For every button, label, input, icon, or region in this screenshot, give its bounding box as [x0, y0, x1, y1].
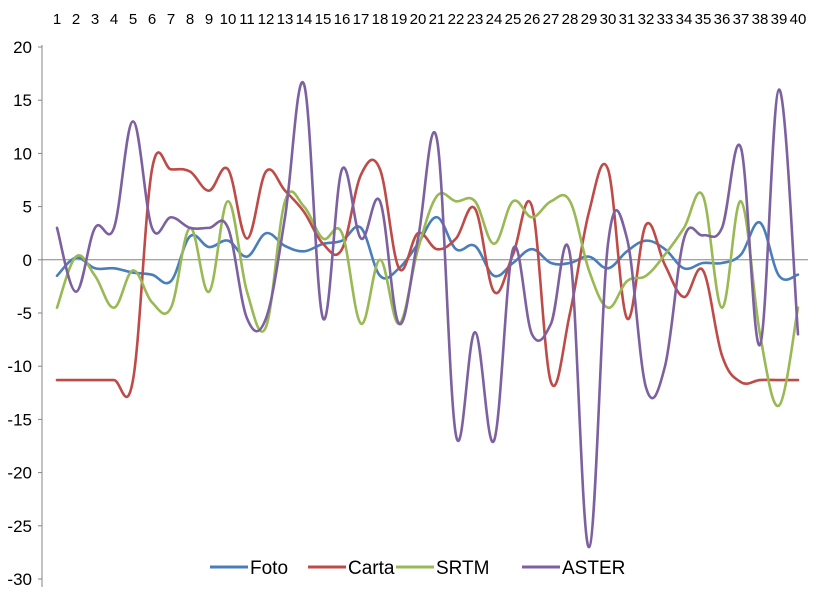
y-tick-label: -30	[7, 570, 32, 589]
legend-label-foto: Foto	[250, 558, 288, 579]
x-tick-label: 2	[72, 11, 80, 28]
x-tick-label: 29	[581, 11, 598, 28]
x-tick-label: 11	[239, 11, 255, 28]
y-tick-label: -20	[7, 464, 32, 483]
x-tick-label: 33	[657, 11, 674, 28]
y-tick-label: -10	[7, 357, 32, 376]
y-tick-label: -25	[7, 517, 32, 536]
x-tick-labels: 1 2 3 4 5 6 7 8 9 10 11 12 13 14 15 16 17 18 19 20 21 22 23 24 2…	[53, 11, 807, 28]
x-tick-label: 20	[410, 11, 427, 28]
x-tick-label: 10	[220, 11, 237, 28]
x-tick-label: 21	[429, 11, 446, 28]
x-tick-label: 15	[315, 11, 332, 28]
x-tick-label: 17	[353, 11, 370, 28]
y-tick-label: -15	[7, 410, 32, 429]
x-tick-label: 32	[638, 11, 655, 28]
x-tick-label: 23	[467, 11, 484, 28]
y-tick-labels: 20 15 10 5 0 -5 -10 -15 -20 -25 -30	[7, 38, 32, 589]
x-tick-label: 30	[600, 11, 617, 28]
series-lines	[55, 80, 800, 549]
x-tick-label: 13	[277, 11, 294, 28]
x-tick-label: 5	[129, 11, 137, 28]
y-tick-label: 5	[23, 198, 32, 217]
x-tick-label: 1	[53, 11, 61, 28]
x-tick-label: 38	[752, 11, 769, 28]
x-tick-label: 3	[91, 11, 99, 28]
x-tick-label: 26	[524, 11, 541, 28]
x-tick-label: 25	[505, 11, 522, 28]
legend-label-srtm: SRTM	[436, 558, 489, 579]
legend: Foto Carta SRTM ASTER	[210, 558, 625, 579]
x-tick-label: 22	[448, 11, 465, 28]
x-tick-label: 9	[205, 11, 213, 28]
x-tick-label: 36	[714, 11, 731, 28]
x-tick-label: 37	[733, 11, 750, 28]
series-line-aster	[55, 80, 800, 549]
x-tick-label: 12	[258, 11, 275, 28]
x-tick-label: 40	[790, 11, 807, 28]
x-tick-label: 8	[186, 11, 194, 28]
y-tick-label: -5	[17, 304, 32, 323]
series-line-carta	[55, 151, 800, 399]
series-line-srtm	[55, 190, 800, 408]
x-tick-label: 31	[619, 11, 636, 28]
y-tick-label: 10	[13, 144, 32, 163]
x-tick-label: 6	[148, 11, 156, 28]
legend-label-carta: Carta	[348, 558, 395, 579]
legend-label-aster: ASTER	[562, 558, 625, 579]
x-tick-label: 24	[486, 11, 503, 28]
x-tick-label: 16	[334, 11, 351, 28]
x-tick-label: 34	[676, 11, 693, 28]
x-tick-label: 19	[391, 11, 408, 28]
x-tick-label: 27	[543, 11, 560, 28]
x-tick-label: 28	[562, 11, 579, 28]
x-tick-label: 7	[167, 11, 175, 28]
y-tick-label: 15	[13, 91, 32, 110]
axes-layer	[38, 45, 808, 587]
x-tick-label: 39	[771, 11, 788, 28]
x-tick-label: 14	[296, 11, 313, 28]
x-tick-label: 35	[695, 11, 712, 28]
x-tick-label: 18	[372, 11, 389, 28]
y-tick-label: 0	[23, 251, 32, 270]
x-tick-label: 4	[110, 11, 118, 28]
y-tick-label: 20	[13, 38, 32, 57]
series-line-foto	[55, 215, 800, 285]
